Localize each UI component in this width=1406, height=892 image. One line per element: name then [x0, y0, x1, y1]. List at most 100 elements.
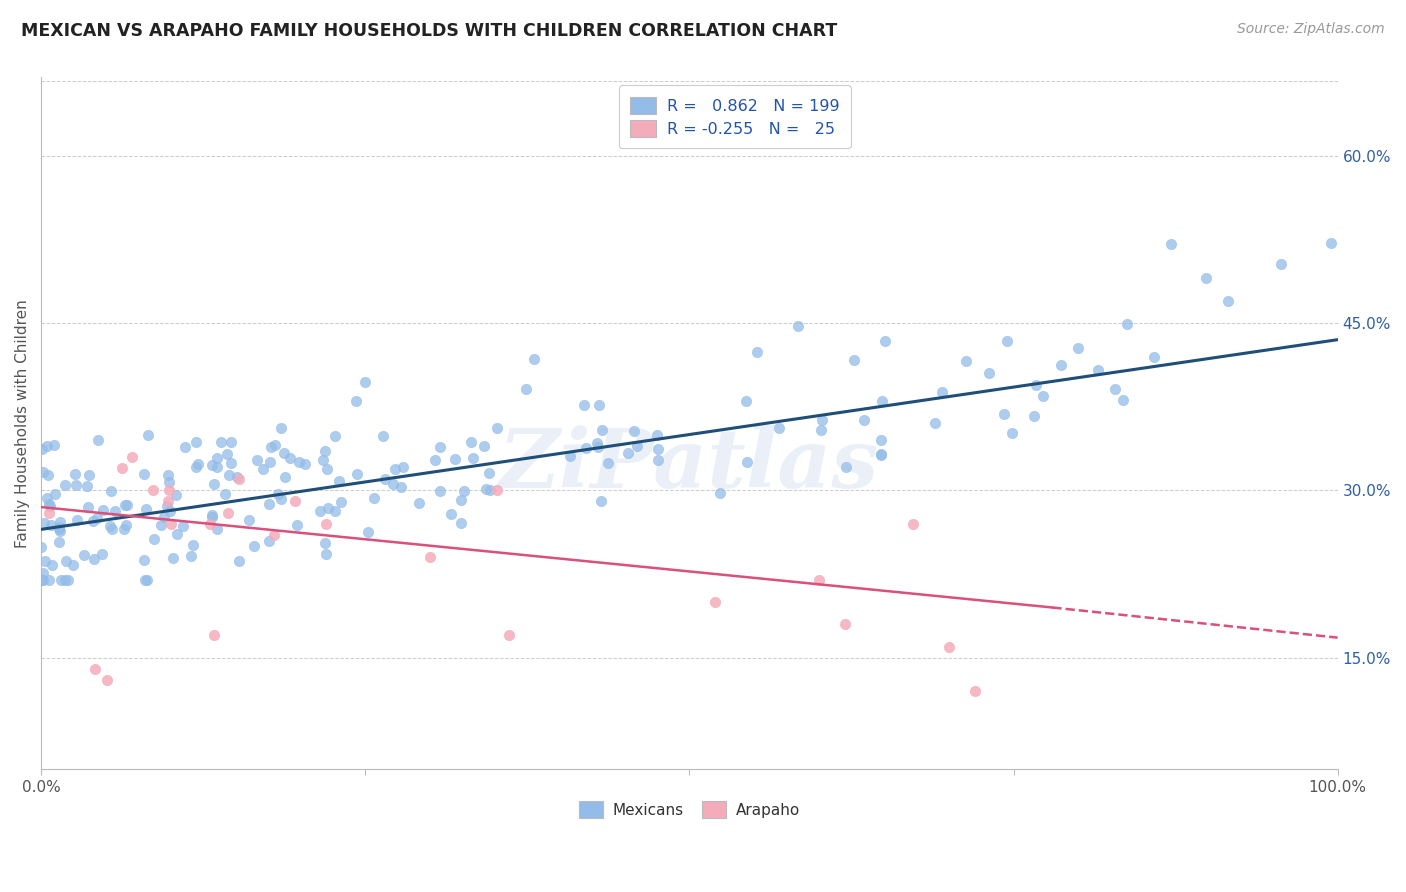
Point — [1194, 271, 1216, 285]
Point — [572, 398, 595, 412]
Point — [35, 491, 58, 505]
Point — [309, 504, 332, 518]
Point — [257, 497, 280, 511]
Point — [1032, 389, 1054, 403]
Point — [65, 478, 87, 492]
Point — [747, 344, 769, 359]
Point — [34, 554, 56, 568]
Point — [205, 450, 228, 465]
Point — [100, 522, 122, 536]
Point — [166, 526, 188, 541]
Point — [143, 532, 166, 546]
Point — [228, 472, 250, 486]
Point — [284, 494, 307, 508]
Point — [31, 466, 53, 480]
Point — [787, 318, 810, 333]
Point — [931, 385, 953, 400]
Point — [49, 524, 72, 538]
Point — [875, 334, 897, 348]
Point — [1115, 317, 1137, 331]
Point — [73, 549, 96, 563]
Point — [77, 467, 100, 482]
Point — [132, 467, 155, 481]
Point — [257, 534, 280, 549]
Point — [32, 516, 55, 530]
Point — [1112, 393, 1135, 408]
Point — [263, 528, 285, 542]
Point — [201, 508, 224, 522]
Point — [65, 467, 87, 481]
Point — [38, 499, 60, 513]
Point — [384, 462, 406, 476]
Point — [38, 506, 60, 520]
Point — [315, 547, 337, 561]
Point — [389, 480, 412, 494]
Point — [278, 450, 301, 465]
Point — [42, 438, 65, 452]
Point — [184, 460, 207, 475]
Point — [353, 375, 375, 389]
Point — [32, 566, 55, 581]
Point — [1218, 293, 1240, 308]
Point — [173, 440, 195, 454]
Point — [735, 394, 758, 409]
Point — [159, 504, 181, 518]
Point — [187, 457, 209, 471]
Point — [363, 491, 385, 505]
Point — [111, 461, 134, 475]
Point — [444, 452, 467, 467]
Point — [938, 640, 960, 654]
Point — [91, 547, 114, 561]
Point — [450, 516, 472, 530]
Point — [228, 554, 250, 568]
Point — [180, 549, 202, 563]
Point — [165, 488, 187, 502]
Point — [66, 513, 89, 527]
Point — [252, 462, 274, 476]
Point — [198, 516, 221, 531]
Point — [288, 455, 311, 469]
Point — [373, 429, 395, 443]
Point — [51, 573, 73, 587]
Point — [48, 520, 70, 534]
Point — [993, 407, 1015, 421]
Point — [243, 539, 266, 553]
Point — [647, 428, 669, 442]
Point — [270, 491, 292, 506]
Point — [214, 487, 236, 501]
Legend: Mexicans, Arapaho: Mexicans, Arapaho — [572, 795, 806, 824]
Point — [391, 460, 413, 475]
Point — [82, 515, 104, 529]
Point — [709, 485, 731, 500]
Point — [44, 486, 66, 500]
Point — [1066, 341, 1088, 355]
Point — [37, 467, 59, 482]
Point — [586, 440, 609, 454]
Point — [156, 499, 179, 513]
Point — [647, 453, 669, 467]
Point — [346, 467, 368, 481]
Point — [408, 495, 430, 509]
Point — [184, 435, 207, 450]
Point — [834, 617, 856, 632]
Point — [32, 573, 55, 587]
Point — [157, 467, 180, 482]
Point — [870, 448, 893, 462]
Point — [86, 433, 108, 447]
Point — [83, 552, 105, 566]
Point — [115, 517, 138, 532]
Point — [328, 475, 350, 489]
Point — [49, 515, 72, 529]
Point — [270, 421, 292, 435]
Point — [30, 540, 52, 554]
Point — [41, 518, 63, 533]
Point — [647, 442, 669, 457]
Point — [870, 447, 893, 461]
Point — [735, 455, 758, 469]
Point — [808, 573, 831, 587]
Point — [62, 558, 84, 572]
Point — [498, 628, 520, 642]
Point — [472, 439, 495, 453]
Point — [429, 441, 451, 455]
Point — [325, 504, 347, 518]
